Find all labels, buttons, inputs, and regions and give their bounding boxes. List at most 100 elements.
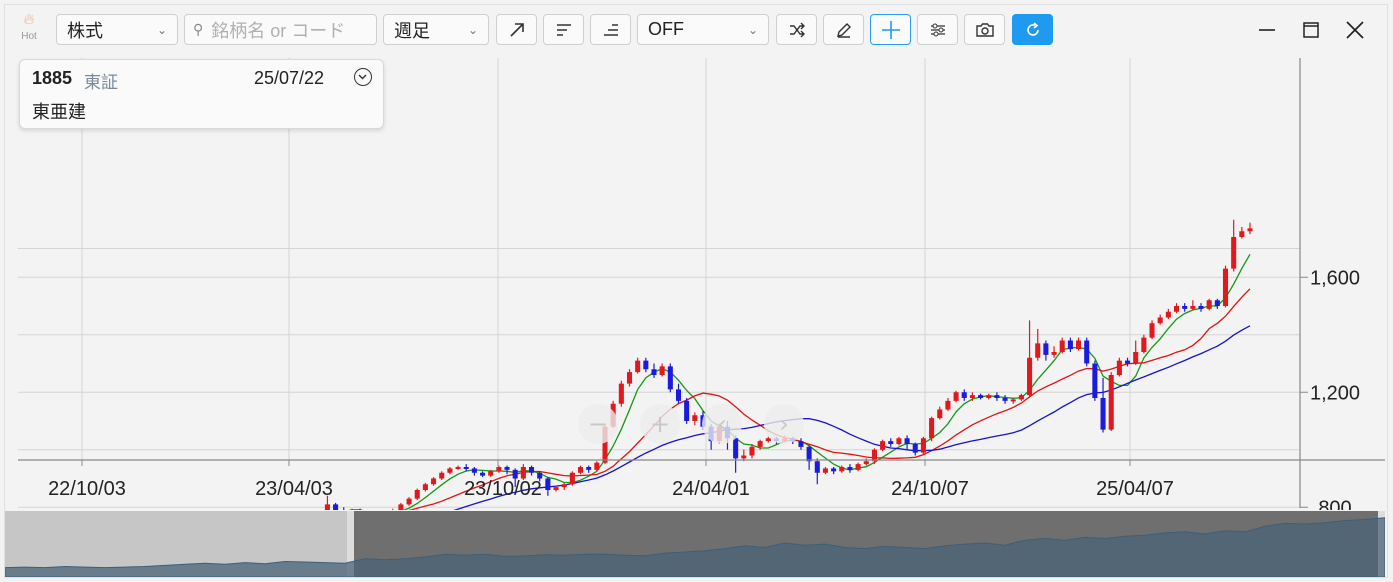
candle-body	[937, 409, 943, 419]
hot-button[interactable]: 🔥︎ Hot	[14, 12, 44, 48]
zoom-control-glyph: ‹	[717, 410, 727, 438]
candle-body	[1141, 337, 1147, 352]
candle-body	[529, 467, 535, 473]
zoom-control-button[interactable]: ›	[764, 404, 804, 444]
candle-body	[1067, 340, 1073, 350]
candle-body	[324, 504, 330, 510]
chevron-down-icon: ⌄	[747, 22, 758, 37]
candle-body	[659, 366, 665, 375]
zoom-control-bg	[764, 404, 804, 444]
x-tick-label: 25/04/07	[1096, 478, 1174, 500]
refresh-button[interactable]	[1012, 14, 1053, 45]
symbol-search-input[interactable]: ⚲ 銘柄名 or コード	[184, 14, 377, 45]
period-select[interactable]: 週足 ⌄	[383, 14, 489, 45]
long-moving-average-line	[453, 325, 1251, 510]
candle-body	[431, 478, 437, 485]
zoom-control-glyph: ›	[779, 410, 789, 438]
candle-body	[520, 467, 526, 479]
candle-body	[545, 478, 551, 490]
candle-body	[929, 418, 935, 439]
candle-body	[586, 467, 592, 470]
candle-body	[953, 392, 959, 401]
candle-body	[896, 438, 902, 444]
candle-body	[463, 467, 469, 469]
overlay-select[interactable]: OFF ⌄	[637, 14, 769, 45]
minimize-icon[interactable]	[1257, 20, 1277, 40]
candle-body	[496, 467, 502, 472]
candle-body	[1108, 375, 1114, 430]
draw-button[interactable]	[823, 14, 864, 45]
align-right-button[interactable]	[590, 14, 631, 45]
candle-body	[398, 504, 404, 510]
market-select[interactable]: 株式 ⌄	[56, 14, 178, 45]
zoom-control-button[interactable]: +	[640, 404, 680, 444]
zoom-control-bg	[578, 404, 618, 444]
y-tick-label: 1,200	[1310, 382, 1360, 404]
candle-body	[553, 487, 559, 490]
candle-body	[1173, 306, 1180, 312]
candle-body	[1133, 352, 1139, 364]
trendline-button[interactable]	[496, 14, 537, 45]
candle-body	[969, 395, 975, 398]
candle-body	[798, 441, 804, 447]
candle-body	[961, 392, 967, 398]
candle-body	[847, 467, 853, 470]
candle-body	[480, 472, 486, 476]
hot-label: Hot	[21, 31, 37, 42]
stock-code: 1885	[32, 68, 73, 88]
maximize-icon[interactable]	[1301, 20, 1321, 40]
align-right-icon	[603, 23, 618, 36]
candle-body	[888, 441, 894, 444]
candle-body	[978, 395, 984, 398]
candle-body	[1190, 306, 1196, 309]
chart-axes: 1,600 1,200 800 22/10/03 23/04/03 23/10/02 24/…	[18, 58, 1385, 510]
candle-body	[1231, 237, 1237, 269]
align-left-button[interactable]	[543, 14, 584, 45]
company-name: 東亜建	[32, 102, 86, 122]
candle-body	[1149, 323, 1155, 338]
candle-body	[651, 369, 657, 375]
y-tick-label: 800	[1318, 497, 1351, 510]
candle-body	[1051, 352, 1057, 355]
search-placeholder: 銘柄名 or コード	[211, 20, 346, 41]
candle-body	[920, 438, 926, 453]
candle-body	[1165, 311, 1171, 318]
zoom-controls[interactable]: − + ‹ ›	[578, 404, 804, 444]
chevron-down-circle-icon[interactable]	[354, 68, 372, 86]
candle-body	[1076, 340, 1082, 350]
arrow-up-right-icon	[509, 22, 524, 37]
price-chart[interactable]: 1,600 1,200 800 22/10/03 23/04/03 23/10/02 24/…	[0, 0, 1393, 510]
candle-body	[839, 467, 845, 472]
candle-body	[1084, 340, 1090, 364]
candle-body	[986, 395, 992, 398]
candle-body	[1239, 231, 1245, 237]
exchange-label: 東証	[84, 73, 118, 92]
navigator-left-handle[interactable]	[347, 511, 354, 577]
candle-body	[814, 461, 820, 473]
chevron-down-icon: ⌄	[156, 22, 167, 37]
sliders-icon	[930, 23, 945, 36]
x-tick-label: 24/04/01	[672, 478, 750, 500]
market-select-value: 株式	[67, 20, 103, 41]
candle-body	[945, 400, 951, 410]
candle-body	[594, 462, 600, 470]
candle-body	[455, 467, 461, 469]
candle-body	[733, 438, 739, 459]
crosshair-button[interactable]	[870, 14, 911, 45]
candle-body	[1116, 360, 1122, 375]
candle-body	[741, 455, 747, 459]
zoom-control-button[interactable]: ‹	[702, 404, 742, 444]
shuffle-button[interactable]	[776, 14, 817, 45]
plus-icon	[881, 20, 900, 39]
screenshot-button[interactable]	[964, 14, 1005, 45]
candle-body	[504, 467, 510, 470]
zoom-control-button[interactable]: −	[578, 404, 618, 444]
candle-body	[512, 469, 518, 479]
settings-button[interactable]	[917, 14, 958, 45]
candle-body	[439, 472, 445, 479]
chevron-down-icon: ⌄	[467, 22, 478, 37]
candle-body	[447, 468, 453, 473]
close-icon[interactable]	[1345, 20, 1365, 40]
navigator[interactable]	[5, 511, 1385, 577]
navigator-area	[5, 517, 1385, 577]
